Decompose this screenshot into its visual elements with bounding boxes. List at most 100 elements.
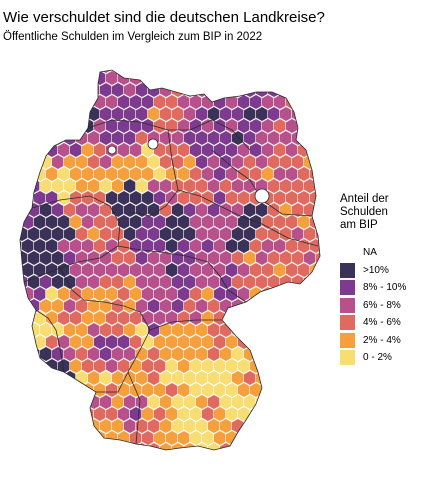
district-polygon — [39, 82, 53, 98]
district-polygon — [297, 310, 311, 326]
district-polygon — [309, 94, 320, 110]
district-polygon — [20, 106, 29, 122]
district-polygon — [33, 382, 47, 398]
district-polygon — [267, 346, 281, 362]
district-polygon — [303, 418, 317, 434]
district-polygon — [135, 70, 149, 74]
district-polygon — [57, 94, 71, 110]
state-borders — [23, 119, 319, 445]
district-polygon — [27, 370, 41, 386]
district-polygon — [75, 442, 89, 450]
district-polygon — [45, 382, 59, 398]
map-title: Wie verschuldet sind die deutschen Landk… — [3, 9, 325, 26]
district-polygon — [291, 298, 305, 314]
district-polygon — [267, 298, 281, 314]
legend-swatch — [340, 315, 355, 331]
district-polygon — [33, 406, 47, 422]
district-polygon — [291, 322, 305, 338]
district-polygon — [21, 142, 35, 158]
district-polygon — [51, 70, 65, 74]
district-polygon — [159, 70, 173, 74]
legend-swatch — [340, 262, 355, 278]
district-polygon — [279, 82, 293, 98]
district-polygon — [273, 430, 287, 446]
district-polygon — [303, 298, 317, 314]
district-polygon — [279, 394, 293, 410]
district-polygon — [255, 70, 269, 74]
district-polygon — [315, 298, 320, 314]
district-polygon — [51, 394, 65, 410]
district-polygon — [69, 382, 83, 398]
district-polygon — [297, 70, 311, 86]
district-polygon — [255, 418, 269, 434]
district-polygon — [27, 130, 41, 146]
district-polygon — [297, 334, 311, 350]
district-polygon — [177, 70, 191, 86]
district-polygon — [171, 70, 185, 74]
district-polygon — [111, 442, 125, 450]
district-polygon — [207, 82, 221, 98]
district-polygon — [261, 358, 275, 374]
district-polygon — [315, 418, 320, 434]
district-polygon — [27, 70, 41, 74]
district-polygon — [261, 310, 275, 326]
legend-swatch — [340, 332, 355, 348]
district-polygon — [33, 430, 47, 446]
district-polygon — [279, 298, 293, 314]
district-polygon — [39, 418, 53, 434]
district-polygon — [279, 442, 293, 450]
district-polygon — [285, 310, 299, 326]
district-polygon — [261, 406, 275, 422]
district-polygon — [63, 418, 77, 434]
legend-swatch — [340, 245, 355, 260]
district-polygon — [291, 82, 305, 98]
district-polygon — [63, 394, 77, 410]
district-polygon — [20, 322, 29, 338]
legend-title: Anteil der Schulden am BIP — [340, 193, 432, 232]
district-polygon — [297, 94, 311, 110]
district-polygon — [267, 370, 281, 386]
legend-swatch — [340, 280, 355, 296]
district-polygon — [285, 430, 299, 446]
district-polygon — [273, 358, 287, 374]
district-polygon — [51, 442, 65, 450]
legend-label: >10% — [363, 264, 389, 276]
district-polygon — [297, 118, 311, 134]
district-polygon — [20, 358, 23, 374]
district-polygon — [291, 70, 305, 74]
legend-item: 0 - 2% — [340, 349, 432, 367]
legend-label: 2% - 4% — [363, 334, 401, 346]
legend-title-line1: Anteil der Schulden — [340, 193, 389, 218]
district-polygon — [315, 178, 320, 194]
district-polygon — [279, 70, 293, 74]
district-polygon — [20, 286, 23, 302]
district-polygon — [243, 70, 257, 74]
district-polygon — [303, 346, 317, 362]
district-polygon — [285, 70, 299, 86]
district-polygon — [27, 442, 41, 450]
district-polygon — [20, 70, 23, 86]
district-polygon — [57, 382, 71, 398]
germany-outline — [19, 69, 321, 451]
district-polygon — [27, 82, 41, 98]
district-polygon — [20, 406, 23, 422]
district-polygon — [309, 70, 320, 86]
district-polygon — [297, 406, 311, 422]
district-polygon — [243, 442, 257, 450]
district-polygon — [285, 382, 299, 398]
district-polygon — [51, 418, 65, 434]
district-polygon — [20, 118, 23, 134]
district-polygon — [27, 106, 41, 122]
district-polygon — [267, 442, 281, 450]
district-polygon — [261, 430, 275, 446]
district-polygon — [285, 334, 299, 350]
district-polygon — [20, 442, 29, 450]
legend-label: 4% - 6% — [363, 317, 401, 329]
district-polygon — [273, 406, 287, 422]
district-polygon — [20, 94, 23, 110]
district-polygon — [309, 118, 320, 134]
district-polygon — [39, 394, 53, 410]
district-polygon — [20, 166, 23, 182]
district-polygon — [20, 418, 29, 434]
